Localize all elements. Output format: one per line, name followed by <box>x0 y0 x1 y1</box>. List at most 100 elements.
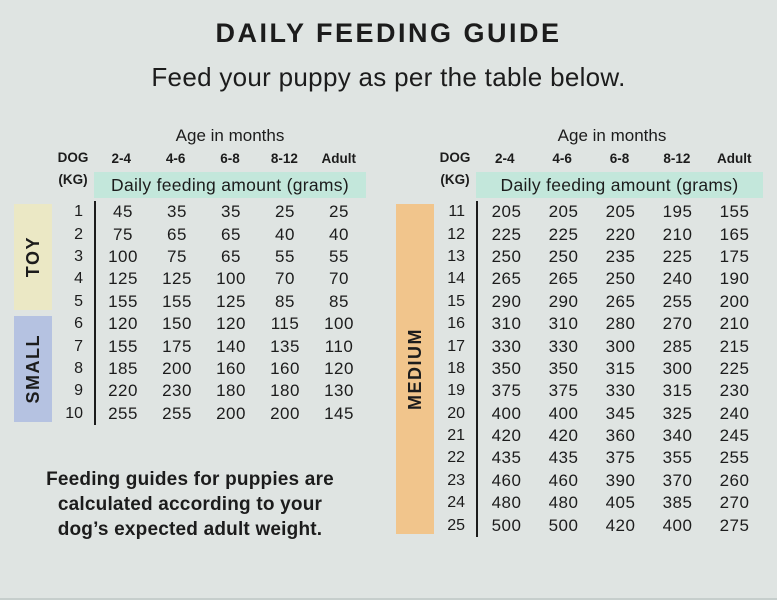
value-cell: 420 <box>548 426 579 446</box>
kg-cell: 10 <box>65 404 83 422</box>
size-label-small: SMALL <box>14 315 52 422</box>
kg-cell: 9 <box>74 382 83 400</box>
table-row: 1 45 35 35 25 25 <box>52 201 366 224</box>
value-cell: 315 <box>662 381 693 401</box>
kg-cell: 18 <box>447 359 465 377</box>
table-row: 2 75 65 65 40 40 <box>52 223 366 246</box>
value-cell: 480 <box>548 493 579 513</box>
age-col-header: 4-6 <box>552 151 572 166</box>
value-cells: 480 480 405 385 270 <box>476 492 763 515</box>
value-cell: 225 <box>491 224 522 244</box>
value-cell: 500 <box>491 515 522 535</box>
kg-cell: 17 <box>447 337 465 355</box>
left-column: Age in months DOG (KG) 2-4 4-6 6-8 8-12 <box>14 126 366 542</box>
value-cell: 400 <box>548 403 579 423</box>
value-cell: 155 <box>108 336 138 356</box>
feeding-table-medium: Age in months DOG (KG) 2-4 4-6 6-8 8-12 <box>396 126 763 537</box>
value-cells: 435 435 375 355 255 <box>476 447 763 470</box>
value-cell: 225 <box>548 224 579 244</box>
value-cell: 125 <box>108 269 138 289</box>
value-cell: 120 <box>324 358 354 378</box>
header-spacer <box>396 151 434 198</box>
value-cell: 115 <box>270 314 300 334</box>
value-cell: 70 <box>275 269 295 289</box>
value-cell: 175 <box>719 246 750 266</box>
value-cell: 180 <box>216 381 246 401</box>
kg-cell: 6 <box>74 315 83 333</box>
value-cell: 270 <box>662 314 693 334</box>
value-cells: 220 230 180 180 130 <box>94 380 366 403</box>
value-cells: 125 125 100 70 70 <box>94 268 366 291</box>
value-cell: 255 <box>162 403 192 423</box>
size-group-medium: MEDIUM 11 205 205 205 195 155 12 225 225 220 210 165… <box>396 201 763 537</box>
value-cell: 370 <box>662 470 693 490</box>
table-row: 17 330 330 300 285 215 <box>434 335 763 358</box>
value-cell: 250 <box>605 269 636 289</box>
value-cells: 350 350 315 300 225 <box>476 357 763 381</box>
tables-container: Age in months DOG (KG) 2-4 4-6 6-8 8-12 <box>0 126 777 542</box>
table-row: 12 225 225 220 210 165 <box>434 223 763 246</box>
size-label-text: MEDIUM <box>404 327 425 410</box>
value-cells: 250 250 235 225 175 <box>476 245 763 269</box>
value-cell: 155 <box>162 291 192 311</box>
value-cell: 265 <box>548 269 579 289</box>
table-row: 4 125 125 100 70 70 <box>52 268 366 291</box>
value-cell: 330 <box>548 336 579 356</box>
page-subtitle: Feed your puppy as per the table below. <box>151 62 626 92</box>
value-cell: 390 <box>605 470 636 490</box>
value-cell: 140 <box>216 336 246 356</box>
value-cell: 65 <box>167 224 187 244</box>
value-cell: 185 <box>108 358 138 378</box>
value-cell: 195 <box>662 202 693 222</box>
value-cell: 355 <box>662 448 693 468</box>
dog-label: DOG <box>57 150 89 165</box>
value-cell: 375 <box>491 381 522 401</box>
kg-cell: 21 <box>447 427 465 445</box>
size-label-toy: TOY <box>14 204 52 310</box>
value-cell: 385 <box>662 493 693 513</box>
bottom-edge-line <box>0 598 777 600</box>
value-cell: 275 <box>719 515 750 535</box>
value-cell: 405 <box>605 493 636 513</box>
kg-cell: 14 <box>447 270 465 288</box>
value-cells: 460 460 390 370 260 <box>476 469 763 493</box>
table-body: MEDIUM 11 205 205 205 195 155 12 225 225 220 210 165… <box>396 201 763 537</box>
table-row: 11 205 205 205 195 155 <box>434 201 763 224</box>
value-cell: 420 <box>605 515 636 535</box>
table-row: 23 460 460 390 370 260 <box>434 469 763 493</box>
value-cell: 230 <box>162 381 192 401</box>
value-cell: 200 <box>162 358 192 378</box>
size-label-text: SMALL <box>22 334 43 404</box>
table-row: 15 290 290 265 255 200 <box>434 290 763 313</box>
value-cell: 270 <box>719 493 750 513</box>
kg-cell: 15 <box>447 292 465 310</box>
value-cells: 185 200 160 160 120 <box>94 357 366 381</box>
age-col-header: 2-4 <box>111 151 131 166</box>
age-in-months-header: Age in months <box>557 126 667 145</box>
value-cells: 120 150 120 115 100 <box>94 312 366 336</box>
value-cell: 55 <box>329 246 349 266</box>
age-col-header: 6-8 <box>220 151 240 166</box>
table-body: TOY 1 45 35 35 25 25 2 75 65 65 40 40 3 100 75 65 55 55 4 12… <box>14 201 366 425</box>
value-cell: 25 <box>275 202 295 222</box>
value-cell: 150 <box>162 314 192 334</box>
table-row: 10 255 255 200 200 145 <box>52 402 366 425</box>
kg-cell: 2 <box>74 225 83 243</box>
table-row: 22 435 435 375 355 255 <box>434 447 763 470</box>
value-cell: 350 <box>548 358 579 378</box>
table-row: 16 310 310 280 270 210 <box>434 312 763 336</box>
value-cell: 350 <box>491 358 522 378</box>
value-cell: 40 <box>275 224 295 244</box>
size-group-small: SMALL 6 120 150 120 115 100 7 155 175 140 135 110 8 18… <box>14 312 366 425</box>
value-cell: 310 <box>491 314 522 334</box>
value-cell: 435 <box>548 448 579 468</box>
value-cell: 175 <box>162 336 192 356</box>
table-row: 9 220 230 180 180 130 <box>52 380 366 403</box>
value-cell: 345 <box>605 403 636 423</box>
page-title: DAILY FEEDING GUIDE <box>215 18 562 48</box>
kg-cell: 23 <box>447 471 465 489</box>
value-cell: 235 <box>605 246 636 266</box>
table-row: 18 350 350 315 300 225 <box>434 357 763 381</box>
value-cell: 100 <box>324 314 354 334</box>
